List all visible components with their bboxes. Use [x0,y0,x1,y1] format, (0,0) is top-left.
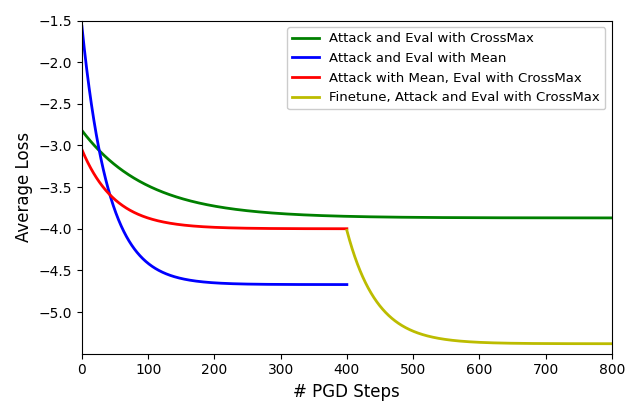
Attack with Mean, Eval with CrossMax [78,147,86,152]
Attack and Eval with CrossMax [442,215,450,220]
Attack and Eval with CrossMax [292,212,300,217]
Attack and Eval with Mean [105,189,113,194]
Attack with Mean, Eval with CrossMax [105,191,113,196]
Attack and Eval with CrossMax [312,213,319,218]
Finetune, Attack and Eval with CrossMax [608,341,616,346]
Finetune, Attack and Eval with CrossMax [370,295,378,300]
Attack and Eval with Mean [185,277,193,282]
Finetune, Attack and Eval with CrossMax [450,338,458,343]
Attack and Eval with CrossMax [78,128,86,133]
Attack and Eval with CrossMax [492,215,499,220]
Attack and Eval with Mean [260,282,268,287]
Attack and Eval with CrossMax [608,215,616,220]
Attack with Mean, Eval with CrossMax [343,226,351,231]
X-axis label: # PGD Steps: # PGD Steps [294,383,400,401]
Attack and Eval with Mean [285,282,292,287]
Y-axis label: Average Loss: Average Loss [15,132,33,242]
Finetune, Attack and Eval with CrossMax [550,341,557,346]
Attack with Mean, Eval with CrossMax [285,226,292,231]
Attack with Mean, Eval with CrossMax [289,226,297,231]
Finetune, Attack and Eval with CrossMax [525,341,532,346]
Legend: Attack and Eval with CrossMax, Attack and Eval with Mean, Attack with Mean, Eval: Attack and Eval with CrossMax, Attack an… [287,27,605,109]
Attack with Mean, Eval with CrossMax [185,223,193,228]
Finetune, Attack and Eval with CrossMax [554,341,562,346]
Attack and Eval with CrossMax [501,215,509,220]
Attack with Mean, Eval with CrossMax [260,226,268,231]
Attack and Eval with Mean [289,282,297,287]
Attack and Eval with Mean [195,279,202,284]
Finetune, Attack and Eval with CrossMax [460,339,467,344]
Attack and Eval with Mean [78,24,86,29]
Attack with Mean, Eval with CrossMax [195,224,202,229]
Finetune, Attack and Eval with CrossMax [343,228,351,233]
Line: Attack with Mean, Eval with CrossMax: Attack with Mean, Eval with CrossMax [82,150,347,229]
Line: Attack and Eval with Mean: Attack and Eval with Mean [82,26,347,285]
Line: Finetune, Attack and Eval with CrossMax: Finetune, Attack and Eval with CrossMax [347,230,612,344]
Attack and Eval with Mean [343,282,351,287]
Attack and Eval with CrossMax [132,177,140,182]
Line: Attack and Eval with CrossMax: Attack and Eval with CrossMax [82,131,612,218]
